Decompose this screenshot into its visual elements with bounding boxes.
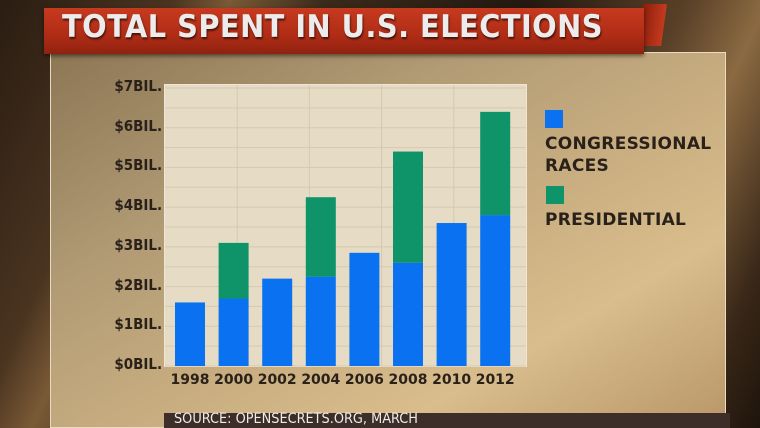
x-tick-label: 2010 — [432, 372, 472, 388]
source-bar — [164, 413, 730, 428]
legend-swatch-presidential — [546, 186, 564, 204]
x-tick-label: 1998 — [170, 372, 210, 388]
title-banner — [44, 8, 644, 54]
bar-presidential-2000 — [218, 242, 249, 299]
y-tick-label: $7BIL. — [114, 77, 162, 95]
bar-congressional-2012 — [480, 215, 511, 366]
x-tick-label: 2012 — [475, 372, 515, 388]
y-tick-label: $2BIL. — [114, 275, 162, 294]
chart-title: TOTAL SPENT IN U.S. ELECTIONS — [62, 9, 603, 45]
legend-swatch-congressional — [545, 110, 563, 128]
y-tick-label: $4BIL. — [114, 196, 162, 215]
bar-congressional-1998 — [175, 302, 205, 366]
legend-label-congressional: CONGRESSIONAL RACES — [545, 134, 712, 176]
x-tick-label: 2008 — [388, 372, 428, 388]
bar-congressional-2000 — [218, 298, 249, 366]
bar-congressional-2002 — [262, 278, 293, 366]
x-tick-label: 2002 — [257, 372, 297, 388]
bar-congressional-2010 — [436, 223, 467, 366]
bar-congressional-2008 — [393, 262, 423, 366]
y-tick-label: $1BIL. — [114, 315, 162, 334]
y-tick-label: $6BIL. — [114, 116, 162, 135]
x-tick-label: 2000 — [214, 372, 254, 388]
legend-label-presidential: PRESIDENTIAL — [545, 210, 687, 230]
y-tick-label: $3BIL. — [114, 235, 162, 254]
bar-presidential-2008 — [393, 151, 423, 263]
bar-congressional-2006 — [349, 252, 380, 366]
x-tick-label: 2006 — [344, 372, 384, 388]
y-tick-label: $5BIL. — [114, 156, 162, 175]
bar-presidential-2004 — [305, 197, 336, 277]
source-text: SOURCE: OPENSECRETS.ORG, MARCH — [174, 411, 419, 427]
x-tick-label: 2004 — [301, 372, 341, 388]
bar-presidential-2012 — [480, 111, 511, 216]
y-tick-label: $0BIL. — [114, 355, 162, 373]
bar-congressional-2004 — [305, 276, 336, 366]
